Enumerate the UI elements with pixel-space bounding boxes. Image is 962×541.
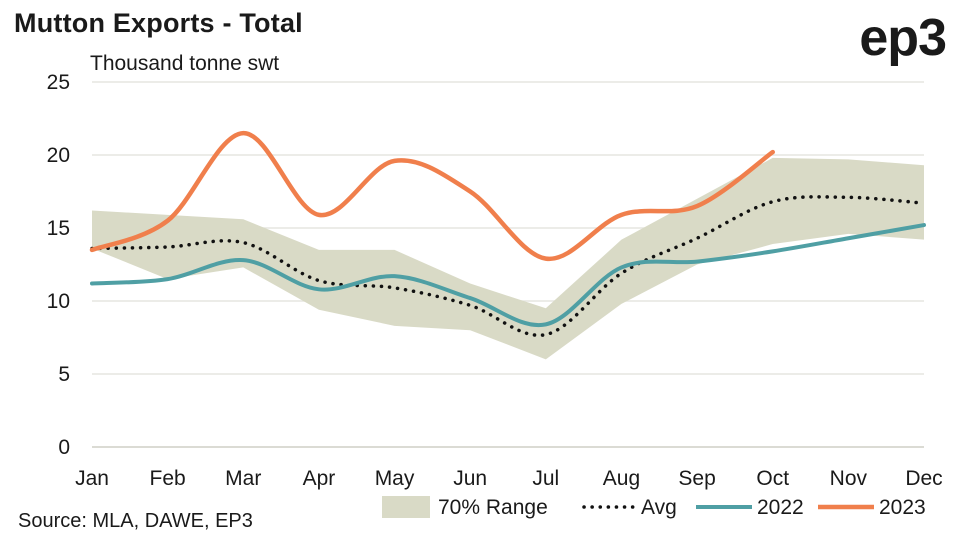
y-tick-label: 15 bbox=[47, 217, 70, 240]
range-band bbox=[92, 157, 924, 360]
chart-title: Mutton Exports - Total bbox=[14, 8, 303, 38]
series-line-2022 bbox=[90, 223, 926, 328]
series-lines bbox=[89, 130, 926, 338]
x-tick-label: Jun bbox=[453, 467, 487, 490]
legend-label-range: 70% Range bbox=[438, 496, 548, 519]
y-tick-label: 25 bbox=[47, 71, 70, 94]
x-tick-label: Feb bbox=[150, 467, 186, 490]
legend-label-2023: 2023 bbox=[879, 496, 926, 519]
brand-logo: ep3 bbox=[859, 9, 947, 67]
x-tick-label: Apr bbox=[303, 467, 336, 490]
y-tick-labels: 0 5 10 15 20 25 bbox=[47, 71, 70, 459]
legend-swatch-range bbox=[382, 496, 430, 518]
x-tick-label: Jul bbox=[532, 467, 559, 490]
series-line-2023 bbox=[89, 130, 775, 261]
x-tick-label: Aug bbox=[603, 467, 640, 490]
x-tick-label: Oct bbox=[756, 467, 789, 490]
x-tick-label: Jan bbox=[75, 467, 109, 490]
y-tick-label: 5 bbox=[58, 363, 70, 386]
x-tick-label: Mar bbox=[225, 467, 261, 490]
legend-label-2022: 2022 bbox=[757, 496, 804, 519]
y-axis-unit-label: Thousand tonne swt bbox=[90, 52, 280, 75]
y-tick-label: 20 bbox=[47, 144, 70, 167]
y-tick-label: 0 bbox=[58, 436, 70, 459]
legend-label-avg: Avg bbox=[641, 496, 677, 519]
x-tick-labels: Jan Feb Mar Apr May Jun Jul Aug Sep Oct Nov Dec bbox=[75, 467, 943, 490]
x-tick-label: Dec bbox=[905, 467, 942, 490]
x-tick-label: May bbox=[375, 467, 415, 490]
range-band-area bbox=[92, 157, 924, 360]
series-line-avg bbox=[90, 195, 926, 338]
source-note: Source: MLA, DAWE, EP3 bbox=[18, 510, 253, 532]
x-tick-label: Sep bbox=[678, 467, 715, 490]
y-tick-label: 10 bbox=[47, 290, 70, 313]
x-tick-label: Nov bbox=[830, 467, 868, 490]
legend: 70% Range Avg 2022 2023 bbox=[382, 496, 926, 519]
